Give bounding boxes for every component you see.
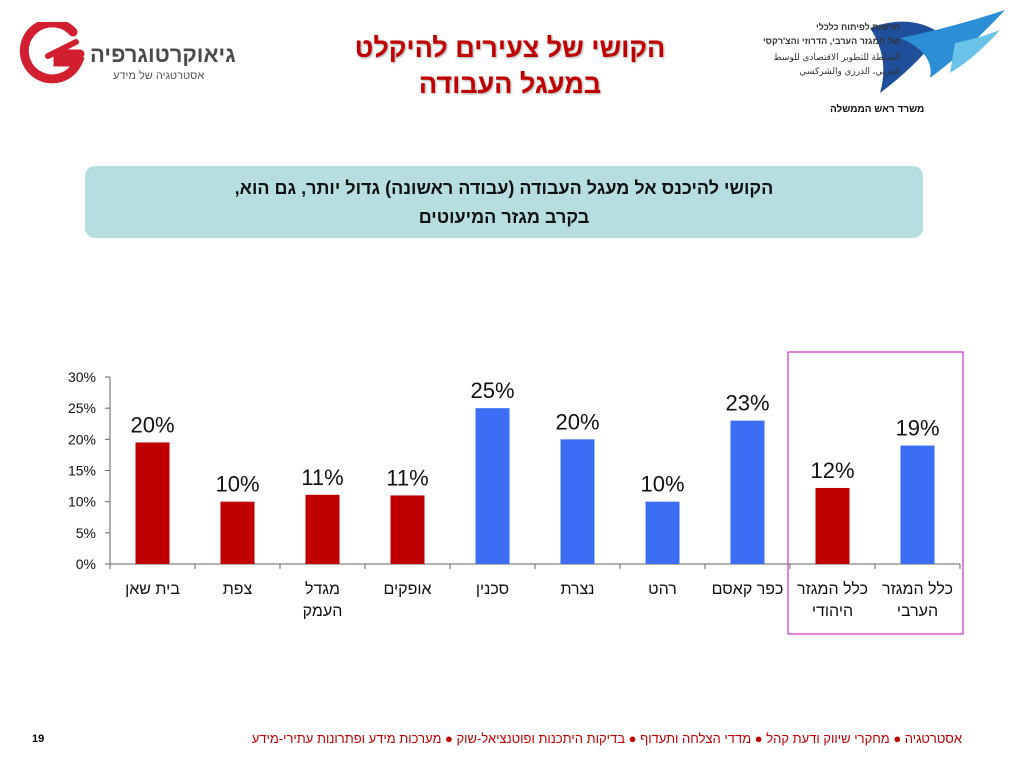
page-title-line1: הקושי של צעירים להיקלט [354,33,666,63]
data-label: 20% [130,412,174,437]
x-tick-label: כלל המגזר [797,580,868,598]
x-tick-label: סכנין [476,581,509,598]
data-label: 11% [301,465,343,490]
y-tick-label: 30% [68,369,96,385]
page-title-line2: במעגל העבודה [418,69,602,99]
bar [305,494,340,564]
highlight-frame [787,351,964,635]
authority-name-line1: הרשות לפיתוח כלכלי [816,22,900,32]
x-tick-label: העמק [303,603,343,620]
x-tick-label: מגדל [305,580,340,598]
geocartography-logo: גיאוקרטוגרפיה אסטרטגיה של מידע [18,18,238,92]
bar [815,487,850,564]
x-tick-label: הערבי [897,603,938,620]
data-label: 10% [215,472,259,497]
data-label: 20% [555,409,599,434]
callout-line1: הקושי להיכנס אל מעגל העבודה (עבודה ראשונ… [234,178,774,198]
y-tick-label: 25% [68,400,96,416]
page-number: 19 [32,733,45,745]
y-tick-label: 15% [68,463,96,479]
x-tick-label: כלל המגזר [882,580,953,598]
bar [475,408,510,564]
y-tick-label: 0% [76,556,96,572]
y-tick-label: 20% [68,431,96,447]
x-tick-label: אופקים [383,581,431,598]
data-label: 19% [895,416,939,441]
bar [220,501,255,564]
data-label: 12% [810,458,854,483]
logo-tagline: אסטרטגיה של מידע [113,70,205,82]
bar-chart: 0% 5% 10% 15% 20% 25% 30% 20% בית שאן 10% צפת 11% מג… [68,351,964,635]
geocartography-logo-icon [19,18,85,84]
authority-name-arabic-line2: العربي، الدرزي والشركسي [799,66,900,76]
ministry-label: משרד ראש הממשלה [830,104,925,115]
x-tick-label: נצרת [560,581,594,598]
callout-line2: בקרב מגזר המיעוטים [418,207,590,227]
y-tick-label: 5% [76,525,96,541]
bar [900,445,935,564]
x-tick-label: כפר קאסם [712,581,784,598]
authority-name-arabic-line1: السلطة للتطوير الاقتصادي للوسط [773,52,900,62]
bar [390,495,425,564]
authority-logo-icon [870,10,1005,94]
x-tick-label: צפת [223,581,253,598]
x-tick-label: בית שאן [125,581,180,598]
data-label: 11% [386,465,428,490]
footer-services: אסטרטגיה ● מחקרי שיווק ודעת קהל ● מדדי ה… [251,731,962,746]
page-title: הקושי של צעירים להיקלט במעגל העבודה [300,30,720,102]
data-label: 25% [470,378,514,403]
data-label: 23% [725,391,769,416]
x-tick-label: היהודי [812,603,853,620]
bar [645,501,680,564]
bar [730,420,765,564]
y-tick-label: 10% [68,494,96,510]
data-label: 10% [640,472,684,497]
x-tick-label: רהט [648,581,677,598]
authority-name-line2: של המגזר הערבי, הדרוזי והצ'רקסי [762,36,900,46]
bar [135,442,170,564]
bar [560,439,595,564]
logo-brand-text: גיאוקרטוגרפיה [90,42,236,67]
callout-box: הקושי להיכנס אל מעגל העבודה (עבודה ראשונ… [85,166,923,238]
authority-logo: הרשות לפיתוח כלכלי של המגזר הערבי, הדרוז… [760,8,1010,118]
